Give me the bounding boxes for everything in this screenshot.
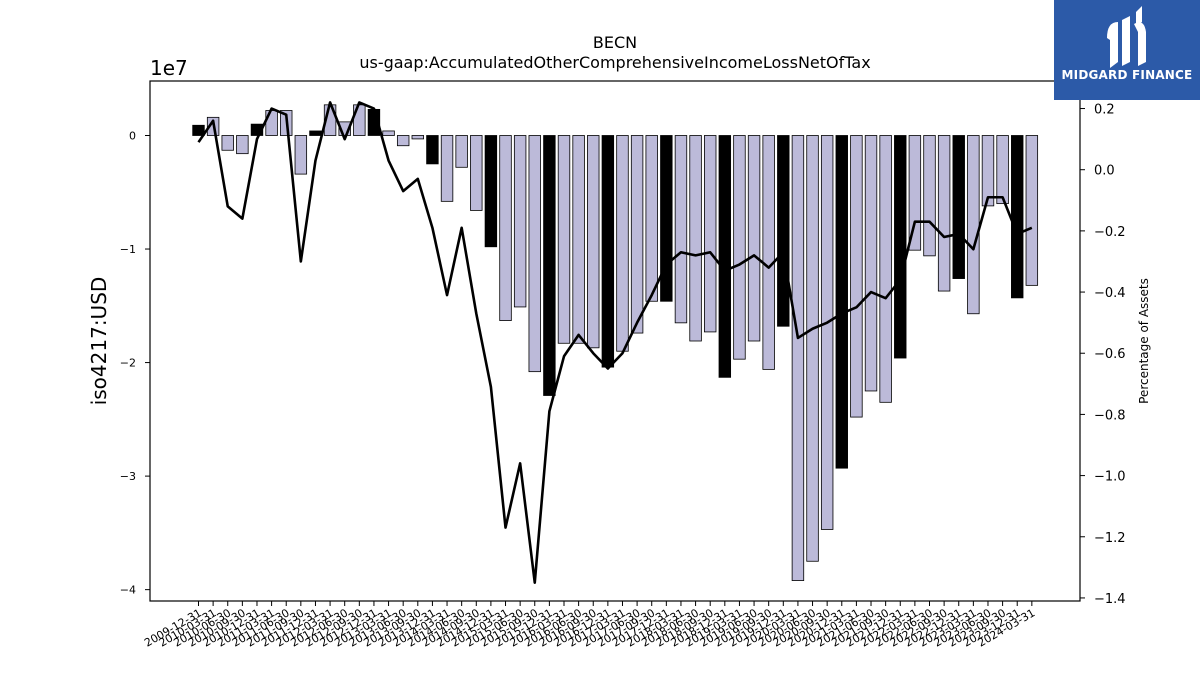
bar bbox=[806, 135, 819, 562]
bar bbox=[733, 135, 746, 360]
y-tick-label: −3 bbox=[120, 470, 136, 483]
bar bbox=[572, 135, 585, 344]
bar bbox=[1011, 135, 1024, 299]
y-tick-label: 0 bbox=[129, 129, 136, 142]
bar bbox=[484, 135, 498, 248]
y-axis-label: iso4217:USD bbox=[87, 277, 111, 406]
bar bbox=[528, 135, 541, 373]
y2-tick-label: −0.4 bbox=[1094, 286, 1126, 301]
y2-tick-label: −1.0 bbox=[1094, 470, 1126, 485]
bar bbox=[470, 135, 483, 211]
y2-tick-label: 0.2 bbox=[1094, 103, 1115, 118]
bar bbox=[543, 135, 556, 396]
bar bbox=[967, 135, 980, 315]
bar bbox=[236, 135, 249, 155]
x-axis-ticks: 2009-12-312010-03-312010-06-302010-09-30… bbox=[142, 601, 1037, 650]
y2-tick-label: −0.6 bbox=[1094, 347, 1126, 362]
bar bbox=[777, 135, 790, 327]
bar bbox=[718, 135, 732, 378]
bar bbox=[294, 135, 308, 175]
y-tick-label: −1 bbox=[120, 243, 136, 256]
y-axis-exponent: 1e7 bbox=[150, 56, 188, 80]
y2-axis-ticks: 0.2 0.0 −0.2 −0.4 −0.6 −0.8 −1.0 −1.2 −1.4 bbox=[1080, 103, 1126, 607]
bar bbox=[981, 135, 995, 207]
bar bbox=[382, 130, 395, 136]
bar bbox=[426, 135, 439, 165]
bar bbox=[587, 135, 600, 349]
bar bbox=[616, 135, 629, 352]
bar bbox=[835, 135, 848, 469]
bar bbox=[440, 135, 454, 202]
y-axis-ticks: 0 −1 −2 −3 −4 bbox=[120, 129, 150, 597]
bar bbox=[513, 135, 527, 308]
bar bbox=[762, 135, 775, 370]
bar bbox=[747, 135, 761, 342]
bar bbox=[996, 135, 1009, 205]
bar bbox=[704, 135, 717, 333]
chart-subtitle: us-gaap:AccumulatedOtherComprehensiveInc… bbox=[359, 53, 870, 72]
bar bbox=[499, 135, 512, 321]
midgard-finance-logo: MIDGARD FINANCE bbox=[1054, 0, 1200, 100]
bar bbox=[221, 135, 234, 151]
bar bbox=[630, 135, 644, 334]
bar bbox=[879, 135, 892, 403]
bar bbox=[864, 135, 878, 392]
bar bbox=[557, 135, 571, 344]
bar bbox=[601, 135, 615, 368]
bar bbox=[338, 121, 351, 136]
logo-text: MIDGARD FINANCE bbox=[1061, 68, 1193, 82]
bar bbox=[396, 135, 410, 147]
y2-axis-label: Percentage of Assets bbox=[1137, 278, 1151, 404]
bar bbox=[908, 135, 922, 251]
y2-tick-label: −0.8 bbox=[1094, 408, 1126, 423]
y2-tick-label: −1.4 bbox=[1094, 592, 1126, 607]
bar bbox=[645, 135, 658, 302]
bar bbox=[674, 135, 688, 324]
bar bbox=[820, 135, 834, 530]
bar bbox=[689, 135, 702, 342]
y2-tick-label: −1.2 bbox=[1094, 531, 1126, 546]
midgard-logo-icon bbox=[1107, 6, 1146, 68]
bar bbox=[411, 135, 425, 140]
bar bbox=[309, 130, 322, 136]
chart-title: BECN bbox=[593, 33, 637, 52]
y-tick-label: −4 bbox=[120, 584, 136, 597]
plot-frame bbox=[149, 80, 1081, 602]
y-tick-label: −2 bbox=[120, 357, 136, 370]
bar bbox=[937, 135, 951, 292]
y2-tick-label: 0.0 bbox=[1094, 164, 1115, 179]
bar bbox=[850, 135, 863, 418]
line-series bbox=[197, 101, 1033, 584]
bar bbox=[192, 124, 205, 136]
bar bbox=[1025, 135, 1039, 286]
bar bbox=[791, 135, 805, 581]
bar bbox=[455, 135, 468, 168]
y2-tick-label: −0.2 bbox=[1094, 225, 1126, 240]
bar-series bbox=[192, 104, 1039, 581]
bar bbox=[923, 135, 936, 257]
bar bbox=[894, 135, 907, 359]
percentage-line bbox=[197, 101, 1033, 584]
bar bbox=[952, 135, 965, 279]
bar bbox=[660, 135, 673, 302]
